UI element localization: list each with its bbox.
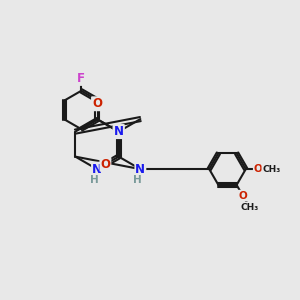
Text: H: H <box>133 175 142 185</box>
Text: H: H <box>90 175 99 185</box>
Text: N: N <box>114 125 124 138</box>
Text: O: O <box>100 158 110 171</box>
Text: CH₃: CH₃ <box>262 165 280 174</box>
Text: F: F <box>77 72 85 85</box>
Text: CH₃: CH₃ <box>240 202 259 211</box>
Text: O: O <box>92 97 102 110</box>
Text: N: N <box>135 163 145 176</box>
Text: O: O <box>254 164 262 174</box>
Text: N: N <box>114 125 124 138</box>
Text: N: N <box>92 163 102 176</box>
Text: O: O <box>238 191 247 201</box>
